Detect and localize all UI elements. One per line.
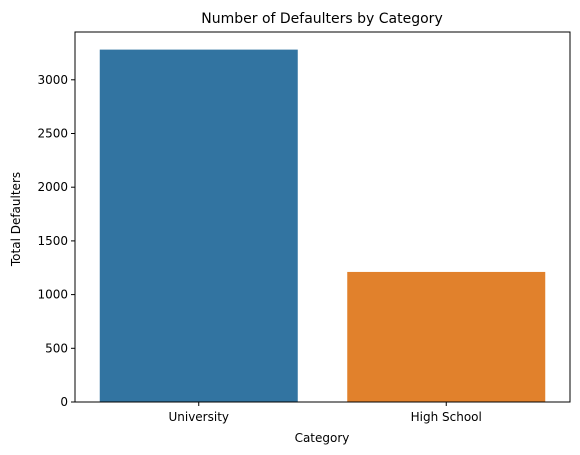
y-tick-label: 1000 [37,288,68,302]
axes-frame [74,31,571,403]
plot-area: University High School 0 500 1000 1500 2000 250… [37,31,571,424]
x-tick-label: University [168,410,229,424]
y-tick-label: 3000 [37,73,68,87]
y-tick-label: 500 [45,341,68,355]
y-tick-label: 0 [60,395,68,409]
chart-title: Number of Defaulters by Category [201,11,442,27]
x-tick-label: High School [411,410,482,424]
y-tick-label: 1500 [37,234,68,248]
bar-university [99,49,298,403]
bar-high-school [347,271,546,402]
x-axis-label: Category [295,431,350,445]
y-axis-label: Total Defaulters [9,172,23,267]
y-tick-label: 2000 [37,180,68,194]
y-tick-label: 2500 [37,126,68,140]
